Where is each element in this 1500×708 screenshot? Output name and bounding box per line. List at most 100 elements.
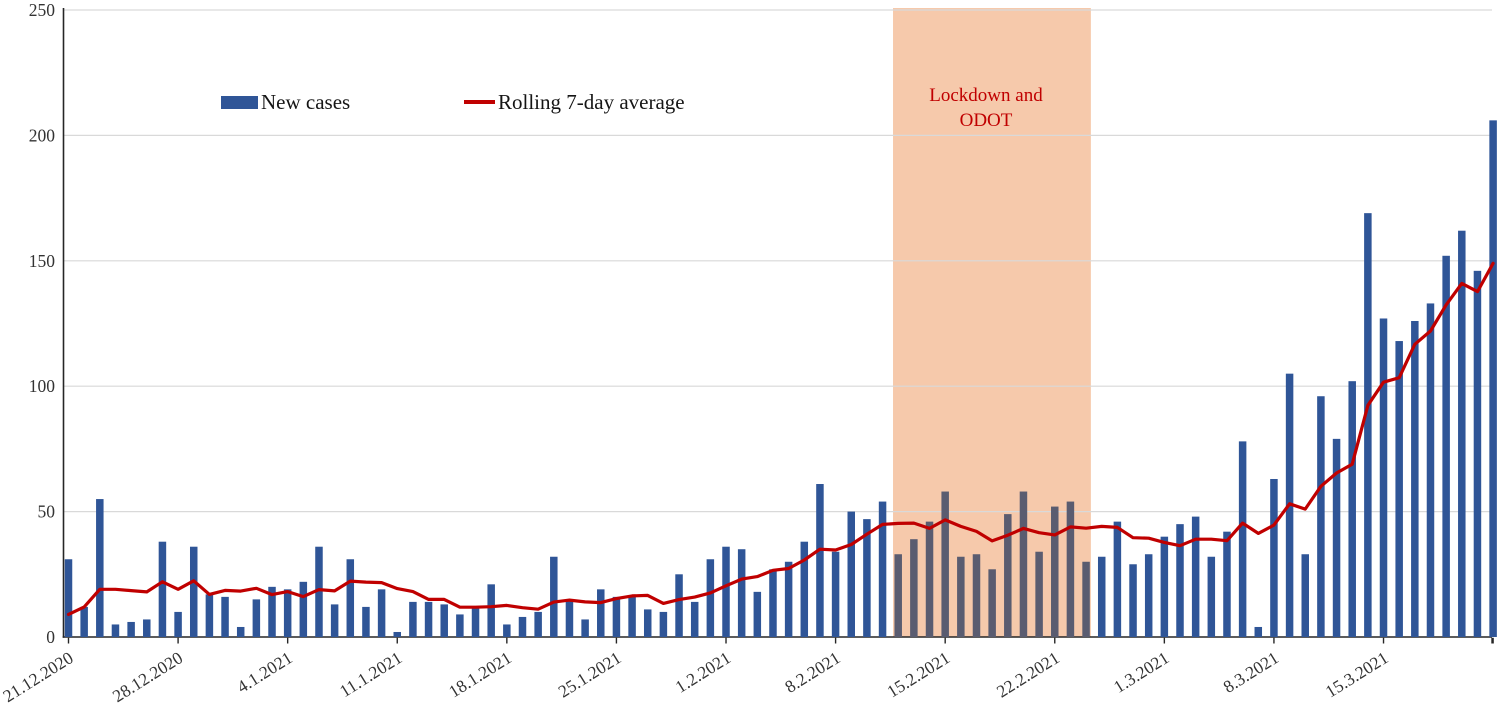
lockdown-label-line2: ODOT — [959, 110, 1013, 131]
bar-new-cases — [143, 619, 151, 637]
bar-new-cases — [456, 614, 464, 637]
bar-new-cases — [1129, 564, 1137, 637]
bar-new-cases — [1458, 230, 1466, 638]
y-tick-label: 150 — [29, 251, 56, 271]
bar-new-cases — [1426, 303, 1435, 637]
legend-item-new-cases: New cases — [221, 89, 351, 114]
x-tick-label: 1.2.2021 — [672, 647, 735, 696]
legend-item-rolling-average: Rolling 7-day average — [464, 89, 685, 114]
bar-new-cases — [769, 569, 777, 637]
bar-new-cases — [1317, 396, 1325, 637]
bar-new-cases — [158, 541, 167, 637]
bar-new-cases — [847, 511, 855, 637]
bar-new-cases — [878, 501, 887, 637]
bar-new-cases — [1473, 270, 1482, 637]
x-tick-label: 1.3.2021 — [1110, 647, 1173, 696]
bar-new-cases — [96, 499, 104, 637]
rolling-average-swatch — [464, 100, 495, 104]
bar-new-cases — [894, 554, 902, 637]
bar-new-cases — [393, 631, 402, 637]
bar-new-cases — [518, 616, 527, 637]
bar-new-cases — [111, 624, 120, 637]
bar-new-cases — [1270, 478, 1278, 637]
bar-new-cases — [1254, 626, 1263, 637]
bar-new-cases — [471, 606, 480, 637]
rolling-average-line — [66, 261, 1495, 617]
bar-new-cases — [1097, 556, 1106, 637]
bar-new-cases — [127, 621, 135, 637]
bar-new-cases — [1364, 213, 1372, 637]
y-tick-label: 100 — [29, 376, 56, 396]
bar-new-cases — [1332, 438, 1341, 637]
legend-label-new-cases: New cases — [261, 89, 351, 114]
bar-new-cases — [706, 559, 715, 637]
bar-new-cases — [831, 551, 840, 637]
bar-new-cases — [1160, 536, 1169, 637]
bar-new-cases — [283, 589, 292, 637]
bar-new-cases — [236, 626, 245, 637]
bar-new-cases — [346, 559, 355, 637]
bar-new-cases — [722, 546, 730, 637]
bar-new-cases — [612, 596, 621, 637]
bar-new-cases — [628, 596, 636, 637]
bar-new-cases — [675, 574, 683, 637]
bar-new-cases — [252, 599, 261, 637]
bar-new-cases — [1066, 501, 1075, 637]
bar-new-cases — [1051, 506, 1059, 637]
bar-new-cases — [174, 611, 182, 637]
bar-new-cases — [487, 584, 495, 637]
bar-new-cases — [690, 601, 699, 637]
y-tick-label: 0 — [46, 627, 55, 647]
bar-new-cases — [972, 554, 981, 637]
bar-new-cases — [1035, 551, 1043, 637]
bar-new-cases — [565, 599, 574, 637]
bar-new-cases — [534, 611, 542, 637]
bar-new-cases — [1223, 531, 1231, 637]
bar-new-cases — [1144, 554, 1153, 637]
y-tick-label: 200 — [29, 125, 56, 145]
bar-new-cases — [863, 519, 871, 637]
x-tick-label: 18.1.2021 — [445, 647, 515, 701]
bar-new-cases — [1411, 320, 1419, 637]
bar-new-cases — [440, 604, 448, 637]
bar-new-cases — [1019, 491, 1028, 637]
bar-new-cases — [1489, 120, 1497, 638]
bar-new-cases — [299, 581, 308, 637]
bar-new-cases — [550, 556, 558, 637]
bar-new-cases — [1301, 554, 1309, 637]
bar-new-cases — [910, 539, 918, 637]
bar-new-cases — [1379, 318, 1388, 637]
legend-label-rolling-average: Rolling 7-day average — [498, 89, 685, 114]
x-tick-label: 21.12.2020 — [0, 647, 77, 706]
bar-new-cases — [409, 601, 417, 637]
y-tick-label: 50 — [38, 502, 56, 522]
bar-new-cases — [925, 521, 934, 637]
x-tick-label: 15.3.2021 — [1322, 647, 1392, 701]
bar-new-cases — [268, 586, 276, 637]
x-tick-label: 22.2.2021 — [993, 647, 1063, 701]
x-tick-label: 15.2.2021 — [883, 647, 953, 701]
bar-new-cases — [189, 546, 198, 637]
bar-new-cases — [737, 549, 746, 637]
bar-new-cases — [1113, 521, 1122, 637]
bar-new-cases — [784, 561, 793, 637]
bar-new-cases — [1395, 341, 1403, 637]
bar-new-cases — [80, 606, 88, 637]
x-tick-label: 4.1.2021 — [233, 647, 296, 696]
new-cases-swatch — [221, 95, 258, 109]
x-tick-label: 11.1.2021 — [336, 647, 405, 701]
x-tick-label: 8.3.2021 — [1220, 647, 1283, 696]
bar-new-cases — [1004, 514, 1012, 637]
bar-new-cases — [581, 619, 589, 637]
bar-new-cases — [800, 541, 809, 637]
bar-new-cases — [659, 611, 668, 637]
bar-new-cases — [643, 609, 652, 637]
bar-new-cases — [1207, 556, 1216, 637]
bar-new-cases — [330, 604, 339, 637]
bar-new-cases — [205, 594, 214, 637]
y-tick-label: 250 — [29, 0, 56, 20]
bar-new-cases — [1191, 516, 1200, 637]
bar-new-cases — [315, 546, 323, 637]
